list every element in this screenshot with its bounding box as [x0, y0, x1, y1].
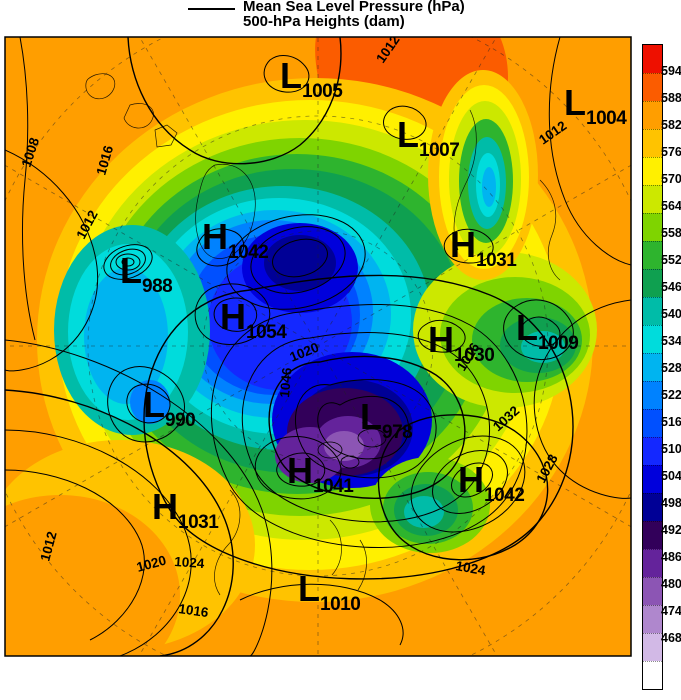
colorbar-tick-label: 540: [661, 307, 681, 321]
colorbar-tick-label: 528: [661, 361, 681, 375]
pressure-center-l-1009: L1009: [516, 307, 578, 354]
contour-label-1024: 1024: [174, 554, 205, 571]
colorbar-tick-label: 498: [661, 496, 681, 510]
colorbar: [642, 44, 663, 690]
colorbar-block: [643, 493, 662, 521]
colorbar-block: [643, 213, 662, 241]
height-field-topright-trough: [428, 70, 538, 280]
pressure-center-h-1030: H1030: [428, 319, 494, 366]
colorbar-block: [643, 381, 662, 409]
pressure-center-l-990: L990: [143, 384, 195, 431]
colorbar-block: [643, 661, 662, 689]
pressure-center-l-1010: L1010: [298, 568, 360, 615]
pressure-center-l-978: L978: [360, 396, 412, 443]
colorbar-tick-label: 552: [661, 253, 681, 267]
pressure-center-l-1004: L1004: [564, 82, 627, 129]
colorbar-tick-label: 594: [661, 64, 681, 78]
footer-validity-line: 72-h Fcst Valid on Wed Mar 4 12:00:00 20…: [63, 698, 577, 700]
colorbar-block: [643, 101, 662, 129]
colorbar-tick-label: 492: [661, 523, 681, 537]
height-field-bottomleft: [5, 440, 255, 656]
colorbar-block: [643, 157, 662, 185]
colorbar-block: [643, 353, 662, 381]
colorbar-tick-label: 546: [661, 280, 681, 294]
colorbar-block: [643, 269, 662, 297]
height-field-left-tongue: [54, 225, 210, 435]
colorbar-block: [643, 185, 662, 213]
contour-label-1024: 1024: [454, 558, 487, 578]
contour-label-1046: 1046: [277, 367, 295, 399]
pressure-center-h-1031: H1031: [152, 486, 219, 533]
colorbar-tick-label: 582: [661, 118, 681, 132]
colorbar-block: [643, 465, 662, 493]
colorbar-block: [643, 437, 662, 465]
colorbar-tick-label: 474: [661, 604, 681, 618]
colorbar-tick-label: 504: [661, 469, 681, 483]
height-field-bottom-dip: [370, 457, 490, 553]
colorbar-block: [643, 129, 662, 157]
colorbar-block: [643, 521, 662, 549]
colorbar-tick-label: 486: [661, 550, 681, 564]
colorbar-tick-label: 468: [661, 631, 681, 645]
footer: 72-h Fcst Valid on Wed Mar 4 12:00:00 20…: [63, 666, 577, 700]
colorbar-tick-label: 534: [661, 334, 681, 348]
pressure-center-l-1007: L1007: [397, 114, 459, 161]
colorbar-tick-label: 570: [661, 172, 681, 186]
pressure-centers: L1005 L1007 L1004 H1042 H1031 L988 H1054 H1030 L…: [120, 55, 628, 615]
pressure-center-h-1042: H1042: [458, 459, 524, 506]
pressure-center-l-1005: L1005: [280, 55, 343, 102]
colorbar-block: [643, 45, 662, 73]
pressure-center-h-1041: H1041: [287, 450, 354, 497]
colorbar-tick-label: 480: [661, 577, 681, 591]
colorbar-tick-label: 576: [661, 145, 681, 159]
legend-heights-label: 500-hPa Heights (dam): [243, 13, 405, 30]
pressure-center-h-1054: H1054: [220, 296, 287, 343]
colorbar-block: [643, 409, 662, 437]
height-field-right-greens: [413, 252, 597, 408]
colorbar-tick-label: 522: [661, 388, 681, 402]
isobar-contours: [5, 37, 631, 656]
colorbar-block: [643, 633, 662, 661]
colorbar-tick-label: 564: [661, 199, 681, 213]
map-frame: [4, 36, 632, 657]
colorbar-tick-label: 558: [661, 226, 681, 240]
pressure-center-h-1042: H1042: [202, 216, 268, 263]
contour-label-1016: 1016: [178, 601, 210, 620]
colorbar-block: [643, 325, 662, 353]
colorbar-block: [643, 241, 662, 269]
colorbar-block: [643, 297, 662, 325]
colorbar-block: [643, 549, 662, 577]
mslp-line-sample: [188, 8, 235, 10]
colorbar-tick-label: 588: [661, 91, 681, 105]
colorbar-tick-label: 510: [661, 442, 681, 456]
pressure-center-l-988: L988: [120, 250, 172, 297]
colorbar-block: [643, 73, 662, 101]
colorbar-tick-label: 516: [661, 415, 681, 429]
colorbar-block: [643, 577, 662, 605]
height-field-rings: [37, 78, 593, 602]
legend-mslp-label: Mean Sea Level Pressure (hPa): [243, 0, 465, 15]
colorbar-block: [643, 605, 662, 633]
pressure-center-h-1031: H1031: [450, 224, 517, 271]
